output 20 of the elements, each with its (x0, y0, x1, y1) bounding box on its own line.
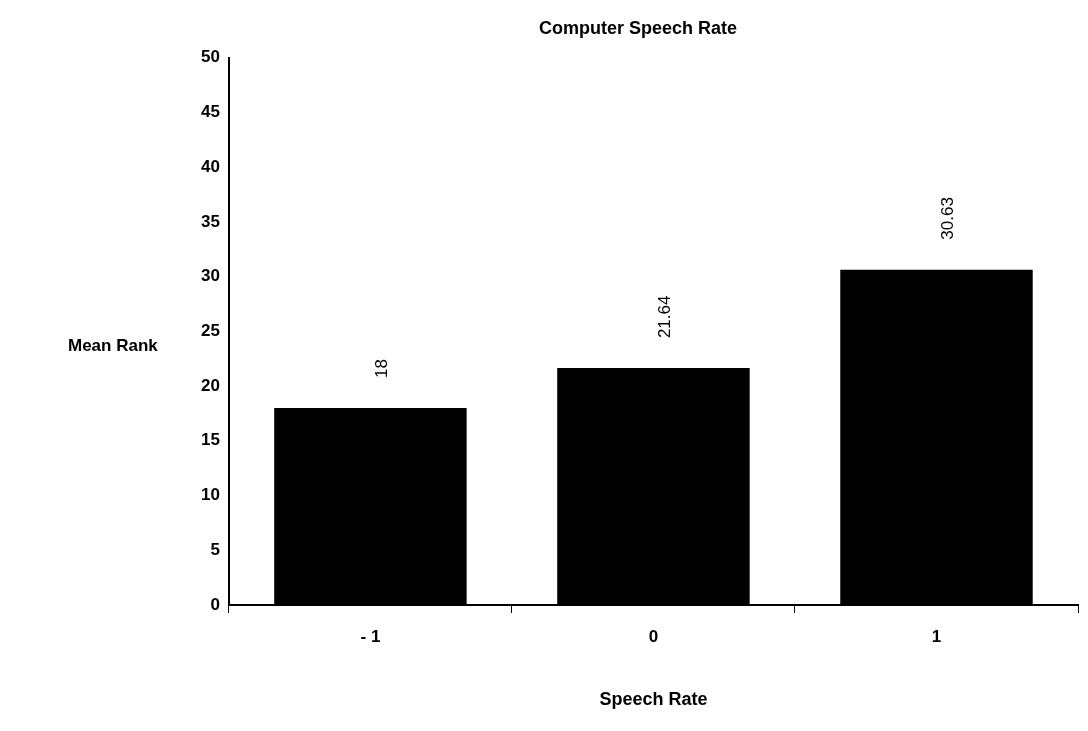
data-label: 30.63 (938, 197, 958, 240)
x-tick-label: 1 (931, 626, 942, 646)
data-label: 18 (372, 359, 392, 378)
x-axis-title: Speech Rate (599, 689, 708, 710)
y-tick-label: 45 (200, 102, 220, 122)
y-tick-label: 30 (200, 266, 220, 286)
y-tick-label: 5 (210, 539, 220, 559)
y-tick-label: 35 (200, 211, 220, 231)
y-tick-label: 0 (210, 594, 220, 614)
data-label: 21.64 (655, 295, 675, 339)
y-tick-label: 10 (200, 485, 220, 505)
y-tick-label: 15 (200, 430, 220, 450)
y-tick-label: 25 (200, 320, 220, 340)
y-tick-label: 40 (200, 156, 220, 176)
y-axis-title: Mean Rank (68, 335, 159, 355)
x-tick-label: - 1 (360, 626, 381, 646)
x-tick-label: 0 (648, 626, 659, 646)
y-tick-label: 20 (200, 375, 220, 395)
chart-title: Computer Speech Rate (538, 17, 738, 38)
y-tick-label: 50 (200, 47, 220, 67)
